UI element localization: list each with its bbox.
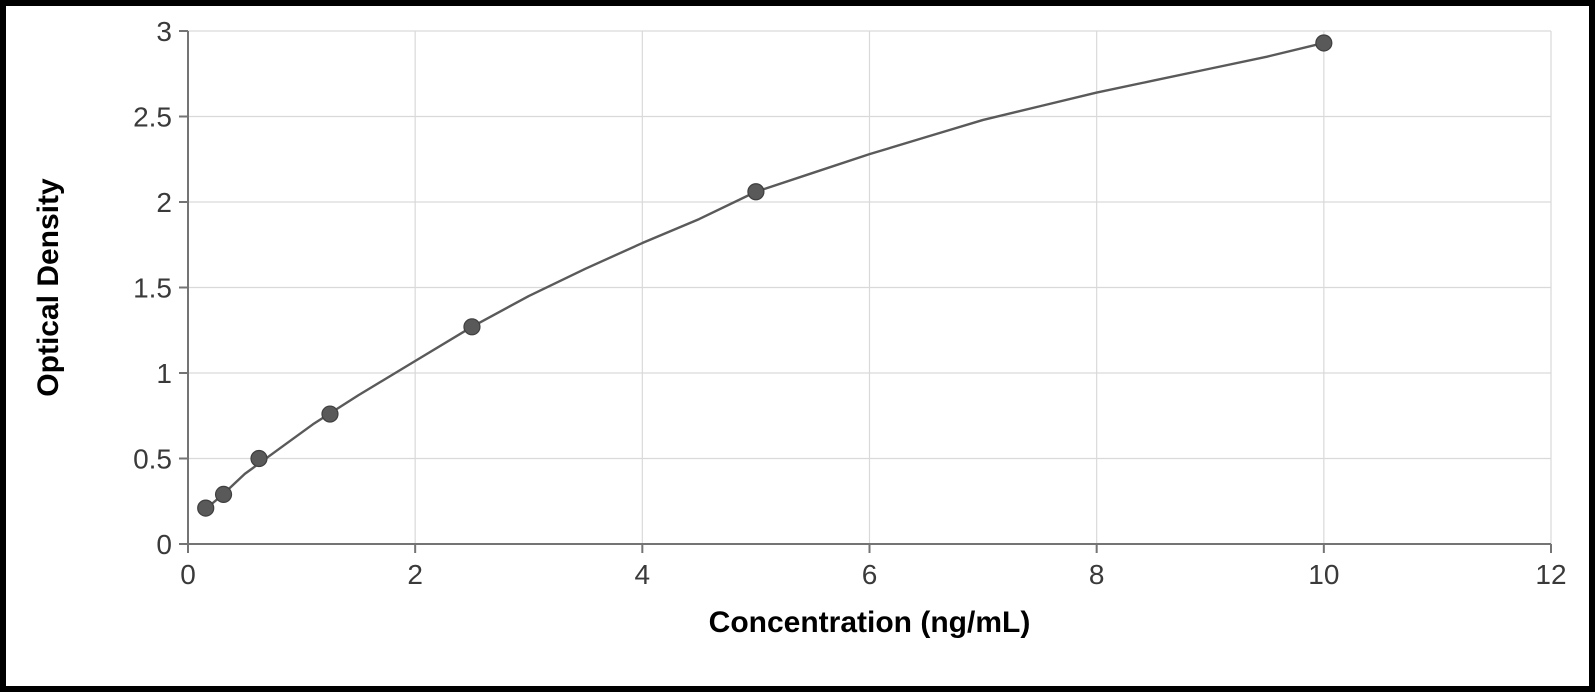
data-point	[1316, 35, 1332, 51]
x-tick-label: 8	[1089, 559, 1105, 590]
y-tick-label: 3	[156, 16, 172, 47]
y-tick-label: 2	[156, 187, 172, 218]
y-tick-label: 1.5	[133, 273, 172, 304]
data-point	[216, 486, 232, 502]
y-axis-label: Optical Density	[32, 178, 65, 397]
x-tick-label: 0	[180, 559, 196, 590]
chart-frame: 0 2 4 6 8 10 12 0 0.5 1 1.5 2 2.5 3 Concentration (ng/…	[0, 0, 1595, 692]
data-point	[251, 451, 267, 467]
x-tick-label: 6	[862, 559, 878, 590]
y-tick-label: 1	[156, 358, 172, 389]
x-tick-label: 12	[1535, 559, 1566, 590]
x-tick-label: 2	[407, 559, 423, 590]
y-tick-label: 2.5	[133, 102, 172, 133]
x-axis-label: Concentration (ng/mL)	[709, 606, 1031, 639]
x-tick-label: 10	[1308, 559, 1339, 590]
data-point	[748, 184, 764, 200]
data-point	[198, 500, 214, 516]
data-point	[322, 406, 338, 422]
x-tick-label: 4	[635, 559, 651, 590]
od-concentration-chart: 0 2 4 6 8 10 12 0 0.5 1 1.5 2 2.5 3 Concentration (ng/…	[6, 6, 1589, 686]
y-tick-label: 0	[156, 529, 172, 560]
y-tick-label: 0.5	[133, 444, 172, 475]
data-point	[464, 319, 480, 335]
